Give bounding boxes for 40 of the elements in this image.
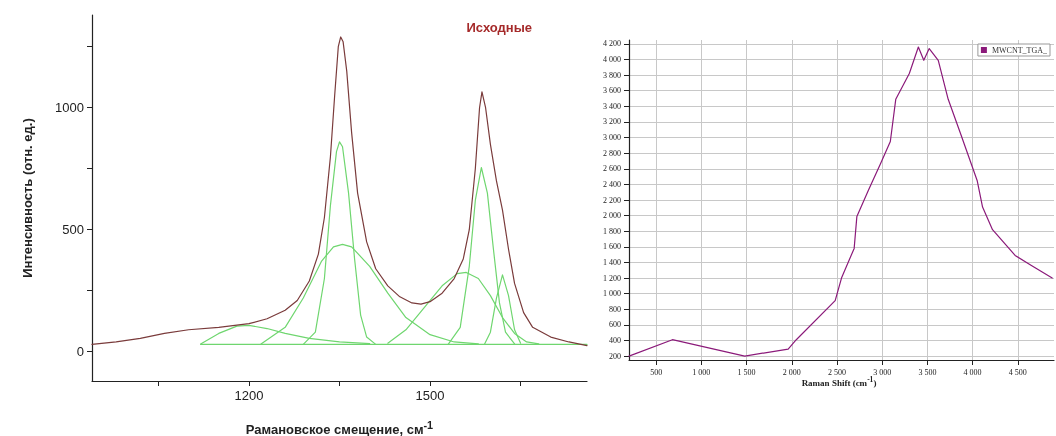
y-tick-label: 4 200 [603, 39, 621, 49]
annotation: Исходные [466, 20, 532, 35]
y-tick-label: 2 200 [603, 195, 621, 205]
y-axis-title: Интенсивность (отн. ед.) [20, 118, 35, 278]
x-tick-label: 2 000 [782, 367, 801, 377]
x-tick-label: 1200 [234, 388, 264, 403]
x-tick-label: 2 500 [827, 367, 846, 377]
x-tick-label: 3 500 [918, 367, 937, 377]
x-tick-label: 3 000 [873, 367, 892, 377]
y-tick-label: 2 600 [603, 164, 621, 174]
y-tick-label: 2 800 [603, 148, 621, 158]
legend-label: MWCNT_TGA_ [991, 45, 1048, 55]
y-tick-label: 1 600 [603, 242, 621, 252]
y-tick-label: 1000 [55, 100, 84, 116]
x-tick-label: 1 000 [692, 367, 711, 377]
y-tick-label: 3 000 [603, 133, 621, 143]
y-tick-label: 800 [609, 304, 621, 314]
y-tick-label: 2 400 [603, 179, 621, 189]
x-axis-title: Рамановское смещение, см$^{-1}$ [245, 419, 434, 436]
x-tick-label: 4 500 [1008, 367, 1027, 377]
y-tick-label: 1 800 [603, 226, 621, 236]
y-tick-label: 2 000 [603, 211, 621, 221]
y-tick-label: 1 200 [603, 273, 621, 283]
y-tick-label: 0 [76, 344, 84, 360]
y-tick-label: 200 [609, 351, 621, 361]
y-tick-label: 1 000 [603, 289, 621, 299]
y-tick-label: 600 [609, 320, 621, 330]
x-tick-label: 4 000 [963, 367, 982, 377]
y-tick-label: 400 [609, 335, 621, 345]
y-tick-label: 1 400 [603, 257, 621, 267]
y-tick-label: 3 800 [603, 70, 621, 80]
x-tick-label: 1 500 [737, 367, 756, 377]
y-tick-label: 3 600 [603, 86, 621, 96]
y-tick-label: 500 [62, 222, 84, 238]
y-tick-label: 3 200 [603, 117, 621, 127]
x-tick-label: 500 [650, 367, 663, 377]
y-tick-label: 4 000 [603, 55, 621, 65]
x-tick-label: 1500 [415, 388, 445, 403]
y-tick-label: 3 400 [603, 101, 621, 111]
x-axis-title: Raman Shift (cm$^{-1}$) [801, 375, 877, 388]
